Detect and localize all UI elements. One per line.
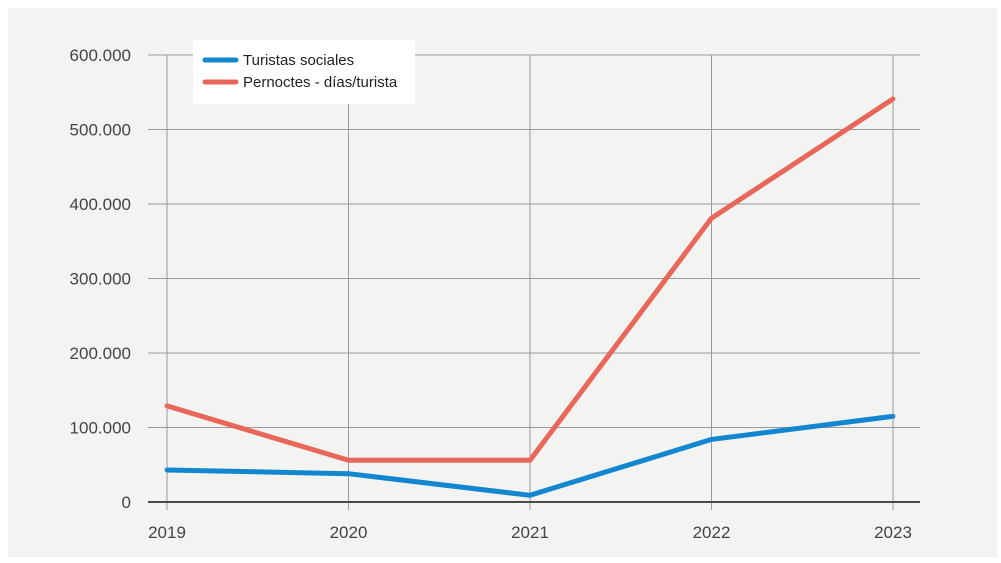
y-tick-label: 200.000 xyxy=(70,344,131,363)
axis-layer: 0 100.000 200.000 300.000 400.000 500.000 600.… xyxy=(70,46,920,542)
y-tick-label: 600.000 xyxy=(70,46,131,65)
data-point xyxy=(164,403,170,409)
legend-label: Turistas sociales xyxy=(243,52,354,69)
grid-layer xyxy=(148,54,920,510)
y-tick-label: 100.000 xyxy=(70,419,131,438)
y-tick-label: 400.000 xyxy=(70,195,131,214)
data-point xyxy=(346,471,351,477)
x-tick-label: 2019 xyxy=(148,523,186,542)
x-tick-label: 2023 xyxy=(874,523,912,542)
legend-label: Pernoctes - días/turista xyxy=(243,74,398,91)
y-tick-label: 500.000 xyxy=(70,121,131,140)
data-point xyxy=(527,457,533,463)
x-tick-label: 2021 xyxy=(511,523,549,542)
data-point xyxy=(709,437,714,442)
data-point xyxy=(709,215,714,221)
chart-panel: 0 100.000 200.000 300.000 400.000 500.000 600.… xyxy=(8,8,997,557)
y-tick-label: 0 xyxy=(122,493,131,512)
series-layer xyxy=(164,96,896,498)
data-point xyxy=(890,96,896,102)
x-tick-label: 2022 xyxy=(693,523,731,542)
data-point xyxy=(527,492,533,498)
data-point xyxy=(346,457,351,463)
data-point xyxy=(890,413,896,419)
legend: Turistas sociales Pernoctes - días/turist… xyxy=(193,40,415,104)
legend-box xyxy=(193,40,415,104)
data-point xyxy=(164,467,170,473)
x-tick-label: 2020 xyxy=(330,523,368,542)
y-tick-label: 300.000 xyxy=(70,270,131,289)
